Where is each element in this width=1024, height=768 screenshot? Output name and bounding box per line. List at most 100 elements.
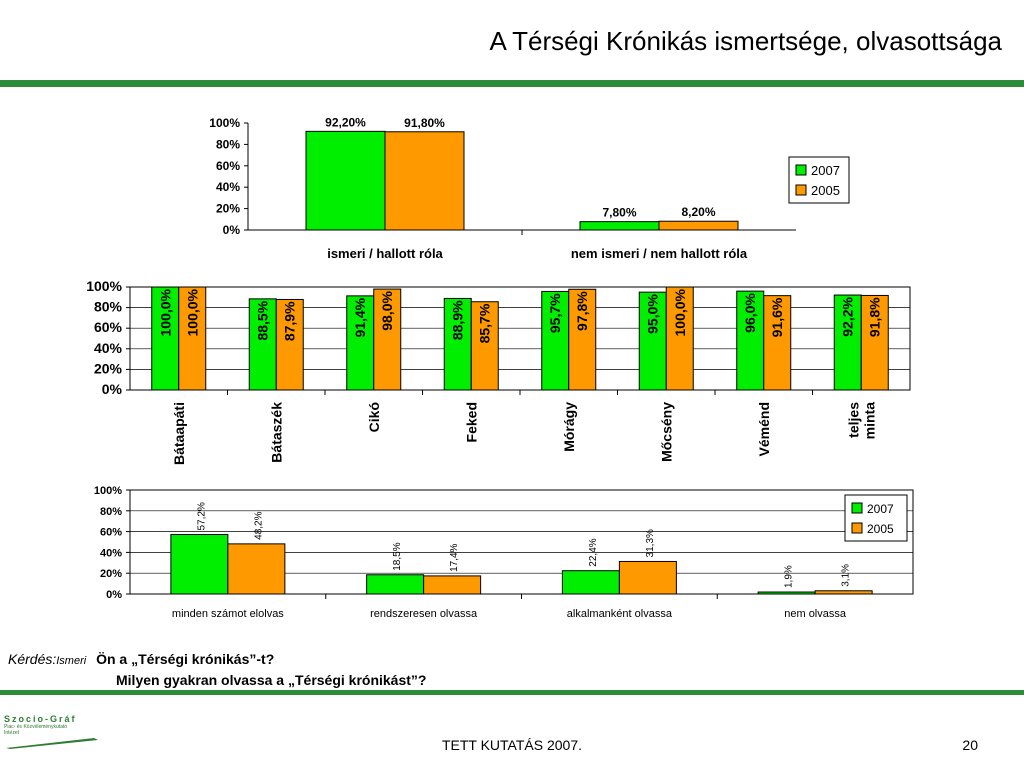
c1-data-label: 98,0% <box>379 291 395 331</box>
c0-legend-label: 2005 <box>811 183 840 198</box>
c1-bar-2005 <box>763 295 792 391</box>
c0-data-label: 92,20% <box>325 115 366 129</box>
c1-y-tick-label: 20% <box>94 360 123 376</box>
c0-y-tick-label: 100% <box>209 116 240 130</box>
c1-data-label: 91,4% <box>352 297 368 337</box>
logo-subtitle-2: Intézet <box>4 730 20 736</box>
logo-subtitle-1: Piac- és Közvéleménykutató <box>4 724 68 730</box>
c2-y-tick-label: 80% <box>100 506 122 518</box>
c0-legend-swatch-2005 <box>795 184 807 196</box>
c1-data-label: 100,0% <box>672 288 688 336</box>
c2-legend-label: 2007 <box>867 502 894 516</box>
c2-y-tick-label: 20% <box>100 568 122 580</box>
c2-y-tick-label: 60% <box>100 527 122 539</box>
c1-category-label: Bátaapáti <box>171 402 187 465</box>
c2-bar-2005 <box>814 590 873 595</box>
bottom-divider <box>0 690 1024 695</box>
c2-category-label: minden számot elolvas <box>172 608 284 620</box>
c0-y-tick-label: 40% <box>216 180 240 194</box>
c1-category-label: Mórágy <box>561 402 577 452</box>
question-label: Kérdés: <box>8 651 57 667</box>
c1-data-label: 88,9% <box>450 300 466 340</box>
c1-bar-2005 <box>373 288 402 391</box>
c1-y-tick-label: 60% <box>94 319 123 335</box>
c1-bar-2007 <box>833 294 862 391</box>
c0-data-label: 7,80% <box>602 206 636 220</box>
c1-data-label: 91,6% <box>769 297 785 337</box>
c1-data-label: 95,7% <box>547 293 563 333</box>
c1-category-label: Bátaszék <box>268 402 284 463</box>
c2-data-label: 17,4% <box>449 543 460 571</box>
question-1: Ön a „Térségi krónikás”-t? <box>96 651 275 667</box>
c2-data-label: 18,5% <box>392 542 403 570</box>
c0-y-tick-label: 20% <box>216 202 240 216</box>
c2-data-label: 48,2% <box>253 511 264 539</box>
c0-category-label: nem ismeri / nem hallott róla <box>571 246 748 261</box>
c2-bar-2007 <box>757 591 816 595</box>
c1-bar-2005 <box>568 288 597 391</box>
c2-data-label: 57,2% <box>196 502 207 530</box>
c1-y-tick-label: 0% <box>102 381 123 397</box>
c2-legend-label: 2005 <box>867 522 894 536</box>
top-divider <box>0 80 1024 87</box>
c1-data-label: 97,8% <box>574 291 590 331</box>
c1-category-label: Mőcsény <box>658 402 674 462</box>
c1-bar-2005 <box>275 298 304 391</box>
c2-bar-2007 <box>561 570 620 595</box>
c1-data-label: 92,2% <box>840 296 856 336</box>
c1-bar-2007 <box>736 290 765 391</box>
c2-y-tick-label: 100% <box>94 485 122 497</box>
c1-y-tick-label: 80% <box>94 299 123 315</box>
c2-data-label: 22,4% <box>588 538 599 566</box>
c0-y-tick-label: 60% <box>216 159 240 173</box>
c2-bar-2005 <box>227 543 286 595</box>
c1-data-label: 95,0% <box>645 294 661 334</box>
charts-canvas: 0% 20% 40% 60% 80% 100% ismeri / hallott róla 9… <box>86 115 914 620</box>
c1-bar-2007 <box>541 290 570 391</box>
c0-bar-2007 <box>305 130 386 231</box>
question-tag: Ismeri <box>56 655 87 667</box>
c1-bar-2005 <box>178 286 207 391</box>
c1-bar-2005 <box>860 294 889 391</box>
c1-bar-2007 <box>248 298 277 391</box>
c1-data-label: 87,9% <box>282 301 298 341</box>
c2-bar-2005 <box>423 575 482 595</box>
c2-legend-swatch-2007 <box>851 502 863 514</box>
c2-category-label: rendszeresen olvassa <box>370 608 478 620</box>
c1-bar-2007 <box>151 286 180 391</box>
c0-data-label: 91,80% <box>404 116 445 130</box>
c1-y-tick-label: 100% <box>86 278 122 294</box>
c2-bar-2007 <box>170 534 229 595</box>
c1-bar-2005 <box>470 301 499 391</box>
c0-bar-2005 <box>384 131 465 231</box>
c0-data-label: 8,20% <box>681 205 715 219</box>
c0-category-label: ismeri / hallott róla <box>327 246 443 261</box>
c1-category-label: Véménd <box>756 402 772 456</box>
question-block: Kérdés:Ismeri Ön a „Térségi krónikás”-t?… <box>8 650 426 690</box>
c1-data-label: 96,0% <box>742 293 758 333</box>
c1-data-label: 85,7% <box>477 303 493 343</box>
c1-plot-frame <box>129 286 911 391</box>
c1-y-tick-label: 40% <box>94 340 123 356</box>
company-logo: Szocio-Gráf Piac- és Közvéleménykutató I… <box>4 714 116 758</box>
c1-category-label: Feked <box>463 402 479 442</box>
slide-title: A Térségi Krónikás ismertsége, olvasotts… <box>489 26 1002 56</box>
c0-legend-swatch-2007 <box>795 164 807 176</box>
c2-category-label: alkalmanként olvassa <box>567 608 673 620</box>
c1-category-label: teljes <box>845 402 861 438</box>
c1-bar-2007 <box>638 291 667 391</box>
c1-category-label: Cikó <box>366 402 382 432</box>
c1-data-label: 88,5% <box>255 300 271 340</box>
c2-data-label: 31,3% <box>645 529 656 557</box>
page-number: 20 <box>962 737 978 753</box>
c0-y-tick-label: 80% <box>216 137 240 151</box>
c0-y-tick-label: 0% <box>223 223 241 237</box>
c0-bar-2007 <box>579 221 660 231</box>
c2-legend-swatch-2005 <box>851 522 863 534</box>
c2-y-tick-label: 0% <box>106 589 122 601</box>
c2-data-label: 3,1% <box>841 564 852 587</box>
logo-name: Szocio-Gráf <box>4 714 77 724</box>
c1-bar-2007 <box>346 295 375 391</box>
c2-y-tick-label: 40% <box>100 547 122 559</box>
c0-bar-2005 <box>658 220 739 231</box>
